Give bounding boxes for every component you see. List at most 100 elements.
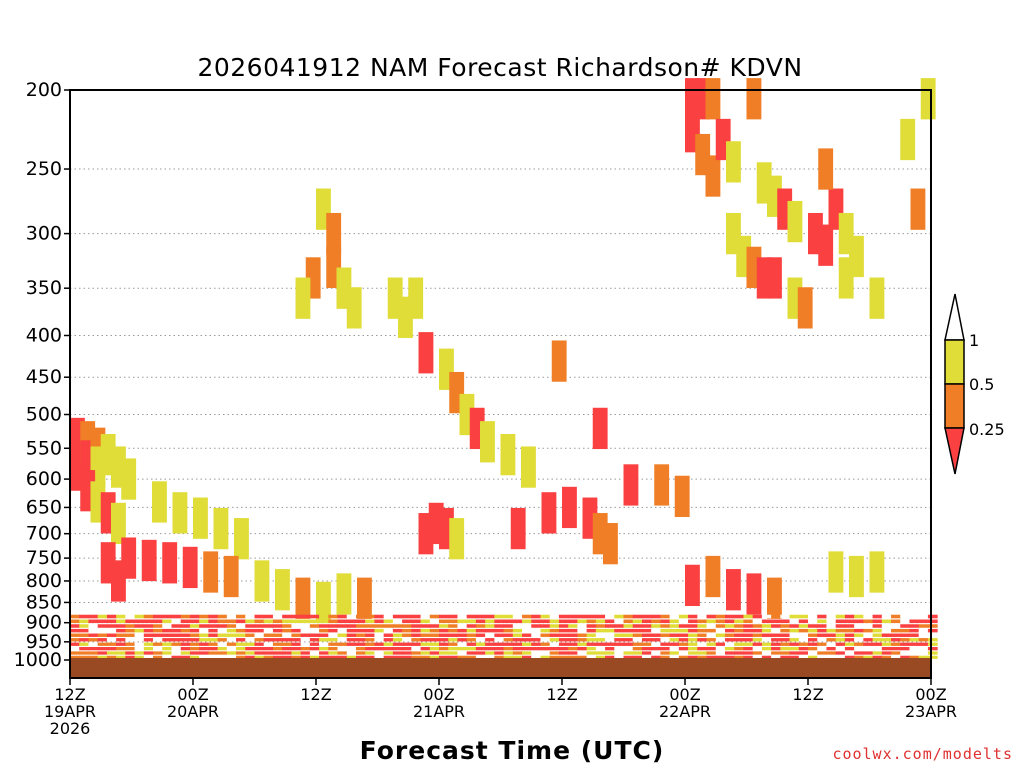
texture-cell-568 — [586, 651, 597, 655]
texture-cell-108 — [162, 651, 172, 655]
texture-cell-427 — [457, 647, 468, 651]
texture-cell-458 — [485, 651, 495, 655]
texture-cell-318 — [355, 651, 366, 655]
texture-cell-323 — [365, 628, 375, 633]
texture-cell-802 — [808, 624, 818, 628]
texture-cell-417 — [448, 647, 458, 651]
texture-cell-9 — [70, 655, 80, 659]
texture-cell-607 — [623, 647, 634, 651]
cell-68 — [705, 78, 721, 120]
texture-cell-163 — [217, 628, 228, 633]
texture-cell-557 — [577, 647, 588, 651]
texture-cell-704 — [715, 633, 726, 637]
texture-cell-746 — [752, 642, 763, 646]
texture-cell-810 — [817, 614, 827, 619]
cell-48 — [480, 421, 495, 463]
texture-cell-650 — [669, 614, 680, 619]
texture-cell-126 — [180, 642, 191, 646]
texture-cell-144 — [199, 633, 209, 637]
texture-cell-230 — [282, 614, 292, 619]
texture-cell-413 — [448, 628, 458, 633]
texture-cell-862 — [863, 624, 874, 628]
texture-cell-939 — [927, 655, 938, 659]
texture-cell-479 — [503, 655, 514, 659]
texture-cell-339 — [374, 655, 385, 659]
texture-cell-257 — [300, 647, 311, 651]
texture-cell-647 — [660, 647, 671, 651]
texture-cell-699 — [706, 655, 717, 659]
cell-24 — [203, 551, 219, 593]
texture-cell-193 — [245, 628, 256, 633]
texture-cell-119 — [171, 655, 182, 659]
chart-title: 2026041912 NAM Forecast Richardson# KDVN — [197, 53, 802, 82]
texture-cell-616 — [632, 642, 643, 646]
cell-96 — [869, 277, 885, 319]
texture-cell-891 — [891, 619, 901, 624]
texture-cell-717 — [724, 647, 735, 651]
texture-cell-923 — [918, 628, 929, 633]
ytick-label-200: 200 — [26, 79, 62, 101]
texture-cell-21 — [88, 619, 99, 624]
texture-cell-30 — [97, 614, 108, 619]
texture-cell-874 — [872, 633, 883, 637]
cell-62 — [592, 407, 608, 450]
texture-cell-246 — [291, 642, 302, 646]
texture-cell-89 — [143, 655, 154, 659]
texture-cell-304 — [346, 633, 357, 637]
texture-cell-692 — [706, 624, 717, 628]
texture-cell-287 — [328, 647, 339, 651]
texture-cell-406 — [439, 642, 449, 646]
texture-cell-146 — [199, 642, 209, 646]
texture-cell-695 — [706, 638, 717, 642]
texture-cell-843 — [844, 628, 855, 633]
texture-cell-697 — [706, 647, 717, 651]
texture-cell-79 — [134, 655, 145, 659]
texture-cell-928 — [918, 651, 929, 655]
cell-29 — [295, 577, 311, 619]
texture-cell-868 — [863, 651, 874, 655]
texture-cell-276 — [319, 642, 329, 646]
texture-cell-260 — [309, 614, 320, 619]
texture-cell-894 — [891, 633, 901, 637]
texture-cell-107 — [162, 647, 172, 651]
texture-cell-556 — [577, 642, 588, 646]
texture-cell-682 — [697, 624, 708, 628]
texture-cell-56 — [116, 642, 126, 646]
credit-text: coolwx.com/modelts — [832, 745, 1013, 763]
texture-cell-537 — [558, 647, 569, 651]
texture-cell-275 — [319, 638, 329, 642]
texture-cell-175 — [226, 638, 237, 642]
texture-cell-892 — [891, 624, 901, 628]
texture-cell-161 — [217, 619, 228, 624]
texture-cell-346 — [383, 642, 394, 646]
texture-cell-383 — [420, 628, 431, 633]
texture-cell-454 — [485, 633, 495, 637]
texture-cell-441 — [475, 619, 486, 624]
texture-cell-722 — [734, 624, 744, 628]
texture-cell-463 — [494, 628, 505, 633]
texture-cell-46 — [106, 642, 117, 646]
texture-cell-177 — [226, 647, 237, 651]
texture-cell-445 — [475, 638, 486, 642]
texture-cell-833 — [835, 628, 846, 633]
texture-cell-243 — [291, 628, 302, 633]
texture-cell-315 — [355, 638, 366, 642]
texture-cell-52 — [116, 624, 126, 628]
texture-cell-622 — [641, 624, 652, 628]
texture-cell-262 — [309, 624, 320, 628]
texture-cell-684 — [697, 633, 708, 637]
texture-cell-465 — [494, 638, 505, 642]
texture-cell-736 — [743, 642, 754, 646]
ytick-label-250: 250 — [26, 158, 62, 180]
texture-cell-555 — [577, 638, 588, 642]
texture-cell-180 — [236, 614, 246, 619]
texture-cell-767 — [771, 647, 781, 651]
texture-cell-803 — [808, 628, 818, 633]
texture-cell-693 — [706, 628, 717, 633]
texture-cell-140 — [199, 614, 209, 619]
texture-cell-836 — [835, 642, 846, 646]
texture-cell-120 — [180, 614, 191, 619]
texture-cell-273 — [319, 628, 329, 633]
texture-cell-194 — [245, 633, 256, 637]
texture-cell-49 — [106, 655, 117, 659]
